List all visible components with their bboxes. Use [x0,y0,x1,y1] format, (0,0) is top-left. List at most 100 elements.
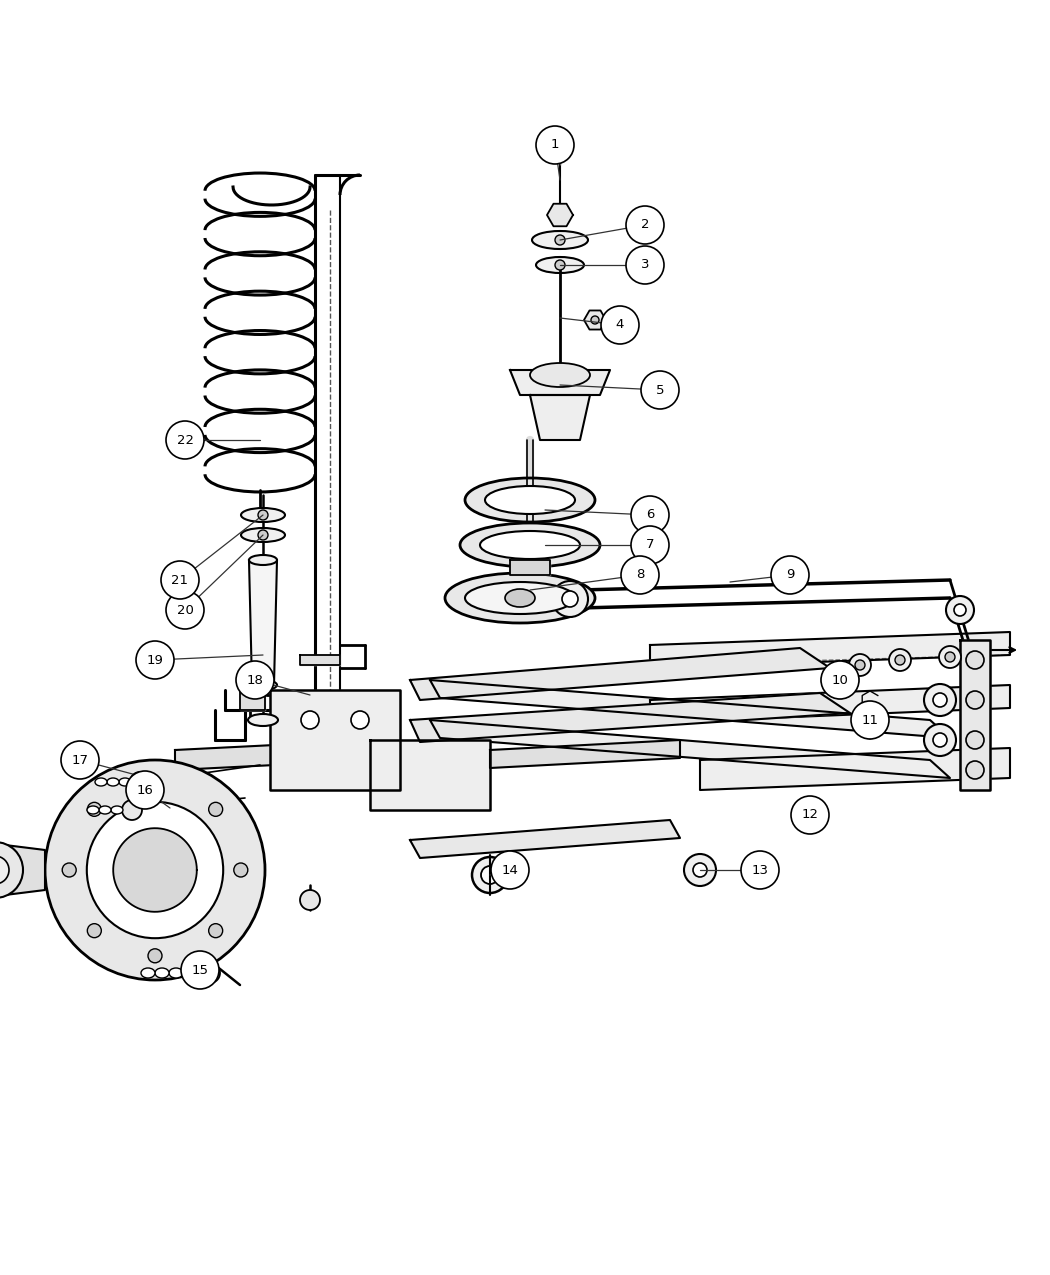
Circle shape [148,949,162,963]
Circle shape [0,842,23,898]
Ellipse shape [465,581,575,615]
Text: 2: 2 [640,218,649,232]
Polygon shape [240,690,265,710]
Text: 3: 3 [640,259,649,272]
Circle shape [849,654,872,676]
Circle shape [693,863,707,877]
Text: 1: 1 [551,139,560,152]
Ellipse shape [169,968,183,978]
Circle shape [351,711,369,729]
Polygon shape [700,748,1010,790]
Circle shape [62,863,77,877]
Text: 11: 11 [861,714,879,727]
Circle shape [181,951,219,989]
Polygon shape [300,655,340,666]
Circle shape [591,316,598,324]
Ellipse shape [465,478,595,521]
Polygon shape [270,690,400,790]
Circle shape [130,771,150,792]
Polygon shape [410,648,830,700]
Ellipse shape [249,680,277,690]
Ellipse shape [485,486,575,514]
Ellipse shape [111,806,123,813]
Circle shape [895,655,905,666]
Ellipse shape [94,778,107,785]
Polygon shape [510,560,550,575]
Ellipse shape [155,968,169,978]
Ellipse shape [505,589,536,607]
Circle shape [562,592,578,607]
Ellipse shape [107,778,119,785]
Circle shape [491,850,529,889]
Circle shape [61,741,99,779]
Circle shape [945,652,956,662]
Circle shape [148,778,162,792]
Circle shape [626,246,664,284]
Ellipse shape [555,260,565,270]
Circle shape [924,724,956,756]
Ellipse shape [249,555,277,565]
Polygon shape [175,740,375,770]
Circle shape [301,711,319,729]
Circle shape [631,496,669,534]
Circle shape [122,799,142,820]
Text: 4: 4 [615,319,624,332]
Circle shape [946,595,974,623]
Text: 18: 18 [247,673,264,686]
Circle shape [161,561,200,599]
Ellipse shape [258,510,268,520]
Circle shape [234,863,248,877]
Circle shape [741,850,779,889]
Text: 22: 22 [176,434,193,446]
Ellipse shape [536,258,584,273]
Circle shape [933,733,947,747]
Circle shape [684,854,716,886]
Ellipse shape [242,507,285,521]
Circle shape [924,683,956,717]
Circle shape [850,701,889,739]
Circle shape [166,421,204,459]
Circle shape [631,527,669,564]
Polygon shape [584,311,606,329]
Text: 15: 15 [191,964,209,977]
Polygon shape [430,680,950,738]
Circle shape [87,802,102,816]
Text: 9: 9 [785,569,794,581]
Circle shape [771,556,808,594]
Circle shape [45,760,265,980]
Circle shape [0,856,9,884]
Text: 6: 6 [646,509,654,521]
Polygon shape [430,720,950,778]
Polygon shape [113,829,196,912]
Circle shape [209,802,223,816]
Circle shape [966,761,984,779]
Polygon shape [510,370,610,395]
Text: 13: 13 [752,863,769,876]
Circle shape [933,694,947,708]
Ellipse shape [99,806,111,813]
Ellipse shape [532,231,588,249]
Ellipse shape [530,363,590,388]
Circle shape [472,857,508,892]
Circle shape [621,556,659,594]
Text: 20: 20 [176,603,193,617]
Circle shape [966,652,984,669]
Circle shape [166,592,204,629]
Ellipse shape [555,235,565,245]
Text: 10: 10 [832,673,848,686]
Circle shape [966,731,984,748]
Circle shape [966,691,984,709]
Circle shape [601,306,639,344]
Polygon shape [370,740,490,810]
Circle shape [889,649,911,671]
Text: 8: 8 [636,569,645,581]
Circle shape [136,641,174,680]
Circle shape [797,802,823,827]
Circle shape [209,923,223,937]
Circle shape [864,714,876,725]
Circle shape [939,646,961,668]
Circle shape [791,796,830,834]
Polygon shape [410,820,680,858]
Polygon shape [960,640,990,790]
Circle shape [200,963,220,983]
